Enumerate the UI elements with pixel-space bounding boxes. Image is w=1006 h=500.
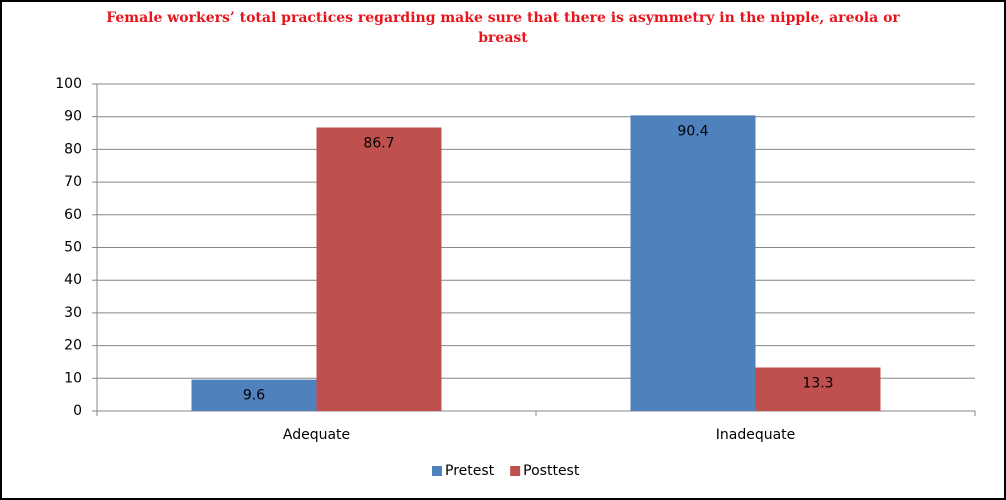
y-tick-label: 100 xyxy=(55,76,82,92)
legend-swatch xyxy=(510,466,521,476)
y-tick-label: 0 xyxy=(73,403,82,419)
y-tick-label: 40 xyxy=(64,272,82,288)
data-label: 13.3 xyxy=(802,376,833,392)
legend-label: Pretest xyxy=(445,463,495,479)
chart-title: Female workers’ total practices regardin… xyxy=(106,10,900,46)
y-tick-label: 10 xyxy=(64,370,82,386)
bar xyxy=(191,379,317,411)
data-label: 90.4 xyxy=(677,123,708,139)
data-label: 9.6 xyxy=(243,388,265,404)
y-tick-label: 50 xyxy=(64,240,82,256)
data-label: 86.7 xyxy=(363,135,394,151)
y-tick-label: 70 xyxy=(64,174,82,190)
y-tick-label: 30 xyxy=(64,305,82,321)
y-tick-label: 90 xyxy=(64,109,82,125)
bar xyxy=(630,115,756,411)
y-tick-label: 60 xyxy=(64,207,82,223)
legend-label: Posttest xyxy=(523,463,580,479)
bar xyxy=(316,127,442,411)
x-tick-label: Inadequate xyxy=(716,427,796,443)
bar xyxy=(755,367,881,411)
x-tick-label: Adequate xyxy=(283,427,350,443)
y-tick-label: 80 xyxy=(64,141,82,157)
y-tick-label: 20 xyxy=(64,338,82,354)
legend-swatch xyxy=(432,466,442,476)
